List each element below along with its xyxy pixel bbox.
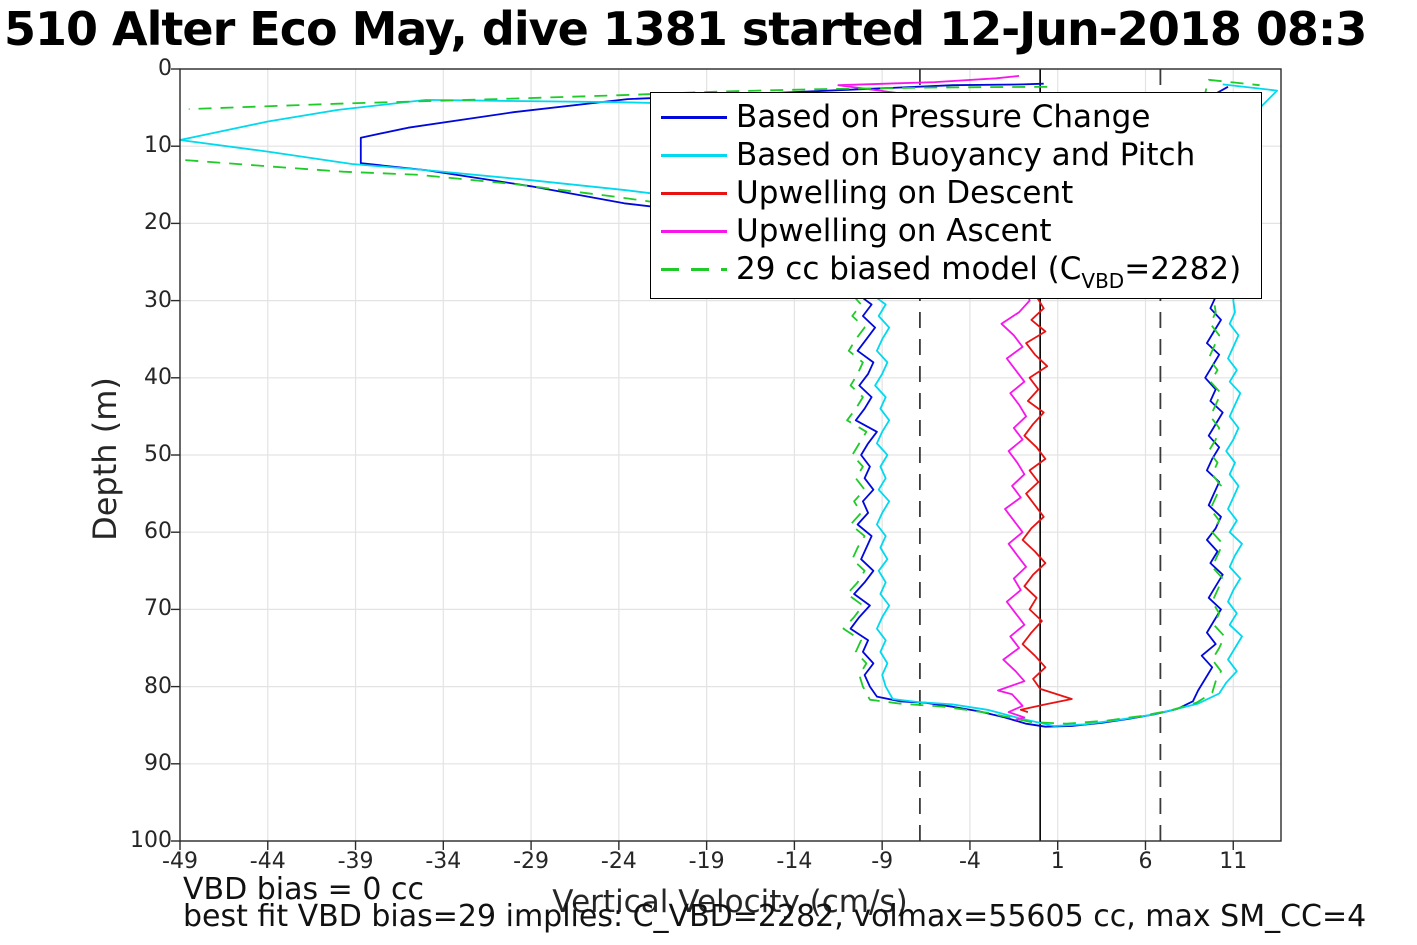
legend-label: Upwelling on Descent: [736, 175, 1074, 211]
legend-label: 29 cc biased model (CVBD=2282): [736, 251, 1242, 293]
x-tick-label: -34: [425, 849, 462, 874]
y-tick-label: 100: [130, 828, 172, 853]
series-based-on-buoyancy-and-pitch: [179, 83, 1278, 727]
x-tick-label: -14: [776, 849, 813, 874]
x-tick-label: -19: [688, 849, 725, 874]
x-tick-label: -4: [958, 849, 981, 874]
y-tick-label: 0: [158, 56, 172, 81]
y-axis-label: Depth (m): [86, 377, 124, 541]
y-tick-label: 70: [144, 596, 172, 622]
legend-row: Upwelling on Ascent: [651, 212, 1261, 250]
x-tick-label: -9: [871, 849, 894, 874]
page-title: 510 Alter Eco May, dive 1381 started 12-…: [4, 2, 1367, 56]
x-tick-label: -49: [162, 849, 198, 874]
y-tick-label: 30: [144, 287, 172, 313]
series-upwelling-on-ascent: [837, 75, 1031, 721]
series-upwelling-on-descent: [1019, 296, 1073, 713]
series-29-cc-biased-model-c-vbd-2282-: [185, 78, 1260, 725]
legend-row: Based on Pressure Change: [651, 98, 1261, 136]
x-tick-label: 6: [1138, 849, 1153, 874]
y-tick-label: 80: [144, 673, 172, 699]
legend-line-sample: [661, 229, 727, 233]
legend-line-sample: [661, 191, 727, 195]
y-tick-label: 20: [144, 210, 172, 236]
x-tick-label: -39: [337, 849, 374, 874]
legend-row: 29 cc biased model (CVBD=2282): [651, 250, 1261, 293]
legend-row: Upwelling on Descent: [651, 174, 1261, 212]
legend: Based on Pressure Change Based on Buoyanc…: [650, 92, 1262, 299]
x-tick-label: 1: [1050, 849, 1065, 874]
y-tick-label: 40: [144, 364, 172, 390]
vbd-bias-annotation: VBD bias = 0 cc: [183, 872, 424, 907]
x-tick-label: 11: [1219, 849, 1248, 874]
legend-line-sample-dashed: [661, 267, 727, 271]
best-fit-annotation: best fit VBD bias=29 implies: C_VBD=2282…: [183, 899, 1367, 934]
y-tick-label: 10: [144, 133, 172, 159]
x-axis-label: Vertical Velocity (cm/s): [552, 884, 908, 920]
y-tick-label: 50: [144, 442, 172, 467]
legend-row: Based on Buoyancy and Pitch: [651, 136, 1261, 174]
y-tick-label: 90: [144, 750, 172, 776]
legend-line-sample: [661, 115, 727, 119]
x-tick-label: -24: [600, 849, 637, 874]
legend-label: Based on Pressure Change: [736, 99, 1151, 135]
y-tick-label: 60: [144, 519, 172, 545]
x-tick-label: -29: [513, 849, 550, 874]
legend-label: Based on Buoyancy and Pitch: [736, 137, 1196, 173]
x-tick-label: -44: [249, 849, 286, 874]
legend-line-sample: [661, 153, 727, 157]
legend-label: Upwelling on Ascent: [736, 213, 1052, 249]
